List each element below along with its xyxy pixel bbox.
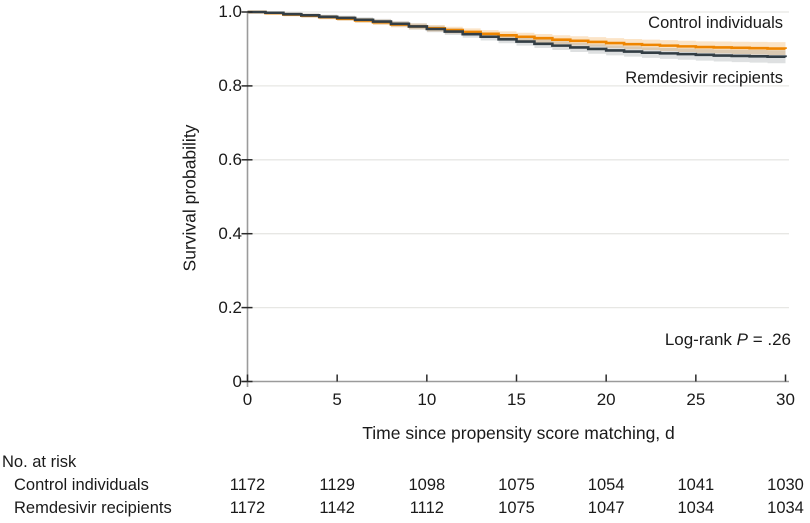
risk-cell-remdesivir: 1034	[677, 499, 715, 517]
risk-cell-control: 1129	[319, 476, 355, 494]
series-label-remdesivir: Remdesivir recipients	[625, 69, 783, 87]
risk-cell-remdesivir: 1075	[498, 499, 535, 517]
km-curve-remdesivir	[247, 10, 787, 59]
risk-cell-control: 1054	[587, 476, 625, 494]
risk-row-label-remdesivir: Remdesivir recipients	[14, 499, 172, 517]
x-tick-label: 10	[417, 390, 437, 409]
series-label-control: Control individuals	[648, 14, 783, 32]
x-tick-label: 25	[686, 390, 706, 409]
risk-cell-control: 1030	[767, 476, 804, 494]
y-tick-label: 1.0	[218, 2, 242, 21]
risk-cell-remdesivir: 1034	[767, 499, 804, 517]
x-tick-label: 30	[776, 390, 795, 409]
y-tick-label: 0	[232, 371, 242, 391]
risk-cell-control: 1041	[677, 476, 715, 494]
x-axis-title: Time since propensity score matching, d	[362, 423, 675, 443]
risk-cell-remdesivir: 1047	[587, 499, 625, 517]
x-tick-label: 20	[596, 390, 616, 409]
risk-cell-remdesivir: 1142	[319, 499, 355, 517]
y-tick-label: 0.8	[218, 75, 242, 95]
x-tick-label: 0	[242, 390, 253, 409]
risk-cell-control: 1075	[498, 476, 535, 494]
y-tick-label: 0.2	[218, 297, 242, 317]
risk-row-label-control: Control individuals	[14, 476, 149, 494]
logrank-value: = .26	[747, 330, 791, 349]
y-tick-label: 0.6	[218, 149, 242, 169]
risk-table-title: No. at risk	[2, 453, 77, 471]
logrank-annotation: Log-rank P = .26	[665, 330, 791, 350]
y-axis-title: Survival probability	[179, 124, 200, 272]
x-tick-label: 15	[507, 390, 526, 409]
x-tick-label: 5	[332, 390, 342, 409]
risk-cell-remdesivir: 1112	[409, 499, 444, 517]
risk-cell-control: 1172	[229, 476, 266, 494]
risk-cell-control: 1098	[408, 476, 446, 494]
logrank-prefix: Log-rank	[664, 330, 737, 349]
y-tick-label: 0.4	[218, 223, 242, 243]
logrank-p-symbol: P	[736, 330, 748, 349]
risk-cell-remdesivir: 1172	[229, 499, 266, 517]
